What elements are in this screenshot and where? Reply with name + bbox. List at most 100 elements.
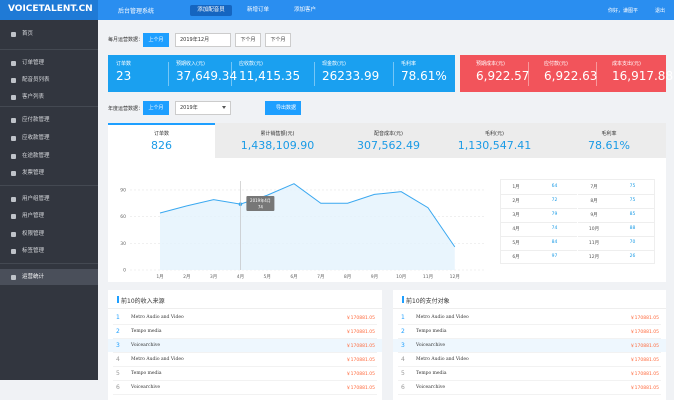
prev-year[interactable]: 上个月 (143, 101, 169, 115)
list-rank: 4 (401, 356, 405, 363)
x-tick-label: 11月 (423, 274, 433, 280)
table-month: 9月 (590, 213, 598, 218)
row-divider (398, 366, 661, 367)
list-amount: ￥170881.05 (346, 344, 375, 349)
menu-item[interactable]: 首页 (22, 31, 34, 37)
x-tick-label: 8月 (344, 274, 351, 280)
export-btn[interactable]: 导出数据 (265, 101, 301, 115)
list-name: Metro Audio and Video (416, 357, 469, 362)
tab-label[interactable]: 毛利率 (601, 131, 617, 137)
tooltip-title: 2019年4月 (250, 197, 271, 203)
y-tick-label: 30 (120, 241, 126, 247)
stat-value: 6,922.63 (544, 69, 598, 83)
table-month: 7月 (590, 185, 598, 190)
menu-item[interactable]: 应收款管理 (22, 135, 50, 141)
list-divider (393, 308, 666, 309)
menu-item[interactable]: 发票管理 (22, 170, 45, 176)
menu-item[interactable]: 在途款管理 (22, 153, 50, 159)
x-tick-label: 3月 (210, 274, 217, 280)
nav-item[interactable]: 添加客户 (293, 7, 316, 13)
stat-label: 应收款(元) (239, 61, 263, 67)
table-month: 10月 (588, 227, 600, 232)
list-name: Voicearchive (131, 385, 161, 390)
next-month[interactable]: 下个月 (235, 33, 261, 47)
menu-icon (11, 31, 16, 37)
menu-item[interactable]: 权限管理 (22, 231, 45, 237)
list-name: Voicearchive (416, 385, 446, 390)
list-amount: ￥170881.05 (630, 344, 659, 349)
list-rank: 6 (401, 384, 405, 391)
tab-value[interactable]: 1,130,547.41 (457, 139, 532, 152)
tab-value[interactable]: 307,562.49 (357, 139, 420, 152)
area (160, 183, 455, 270)
menu-icon (11, 248, 16, 254)
nav-item[interactable]: 新增订单 (246, 7, 269, 13)
menu-item[interactable]: 用户管理 (22, 213, 45, 219)
menu-item[interactable]: 客户列表 (22, 94, 45, 100)
menu-item[interactable]: 应付款管理 (22, 117, 50, 123)
tab-label[interactable]: 配音成本(元) (374, 131, 403, 137)
stat-label: 成本支出(元) (612, 61, 641, 67)
list-name: Voicearchive (131, 343, 161, 348)
list-name: Metro Audio and Video (131, 357, 184, 362)
list-rank: 1 (401, 314, 405, 321)
tab-active (108, 123, 215, 158)
tab-label[interactable]: 订单数 (153, 131, 169, 137)
menu-item[interactable]: 订单管理 (22, 60, 45, 66)
table-value: 88 (629, 226, 636, 231)
tab-value[interactable]: 826 (151, 139, 172, 152)
prev-month[interactable]: 上个月 (143, 33, 169, 47)
header-bar (0, 0, 674, 20)
row-divider (398, 394, 661, 395)
menu-divider (0, 49, 98, 50)
x-tick-label: 7月 (317, 274, 324, 280)
stat-label: 预期收入(元) (176, 61, 205, 67)
next-month-2[interactable]: 下个月 (265, 33, 291, 47)
menu-item[interactable]: 配音员列表 (22, 77, 50, 83)
line-chart: 0 30 60 90 1月 2月 3月 4月 5月 6月 7月 8月 9月 10月 11月 12月 2019年4… (120, 181, 486, 280)
table-row-line (578, 208, 655, 209)
table-row-line (500, 222, 577, 223)
menu-icon (11, 94, 16, 100)
menu-item[interactable]: 用户组管理 (22, 196, 50, 202)
sidebar (0, 20, 98, 380)
menu-icon (11, 60, 16, 66)
x-tick-label: 2月 (183, 274, 190, 280)
line (159, 183, 456, 248)
tab-value[interactable]: 1,438,109.90 (240, 139, 315, 152)
stat-divider (596, 62, 597, 86)
stat-label: 订单数 (116, 61, 132, 67)
list-name: Tempo media (416, 371, 447, 376)
table-month: 8月 (590, 199, 598, 204)
list-name: Metro Audio and Video (416, 315, 469, 320)
menu-icon (11, 274, 16, 280)
tooltip (246, 196, 275, 211)
stat-label: 毛利率 (401, 61, 417, 67)
menu-item[interactable]: 运营统计 (22, 274, 45, 280)
list-amount: ￥170881.05 (630, 316, 659, 321)
tooltip-value: 74 (258, 205, 264, 210)
tab-label[interactable]: 毛利(元) (485, 131, 504, 137)
table-value: 79 (551, 212, 558, 217)
month-input[interactable]: 2019年12月 (175, 33, 231, 47)
menu-divider (0, 106, 98, 107)
menu-item[interactable]: 标签管理 (22, 248, 45, 254)
table-month: 1月 (512, 185, 520, 190)
table-row-line (578, 194, 655, 195)
list-name: Tempo media (131, 329, 162, 334)
table-row-line (500, 208, 577, 209)
tab-label[interactable]: 累计销售额(元) (260, 131, 295, 137)
tab-value[interactable]: 78.61% (588, 139, 630, 152)
table-month: 12月 (588, 255, 600, 260)
nav-item[interactable]: 添加配音员 (190, 5, 232, 16)
menu-icon (11, 135, 16, 141)
row-divider (113, 380, 377, 381)
table-month: 3月 (512, 213, 520, 218)
x-tick-label: 12月 (450, 274, 460, 280)
table-row-line (578, 250, 655, 251)
logout[interactable]: 退出 (655, 8, 666, 14)
row-divider (398, 380, 661, 381)
greeting[interactable]: 你好，谦图平 (608, 8, 639, 14)
year-select[interactable]: 2019年 (175, 101, 231, 115)
